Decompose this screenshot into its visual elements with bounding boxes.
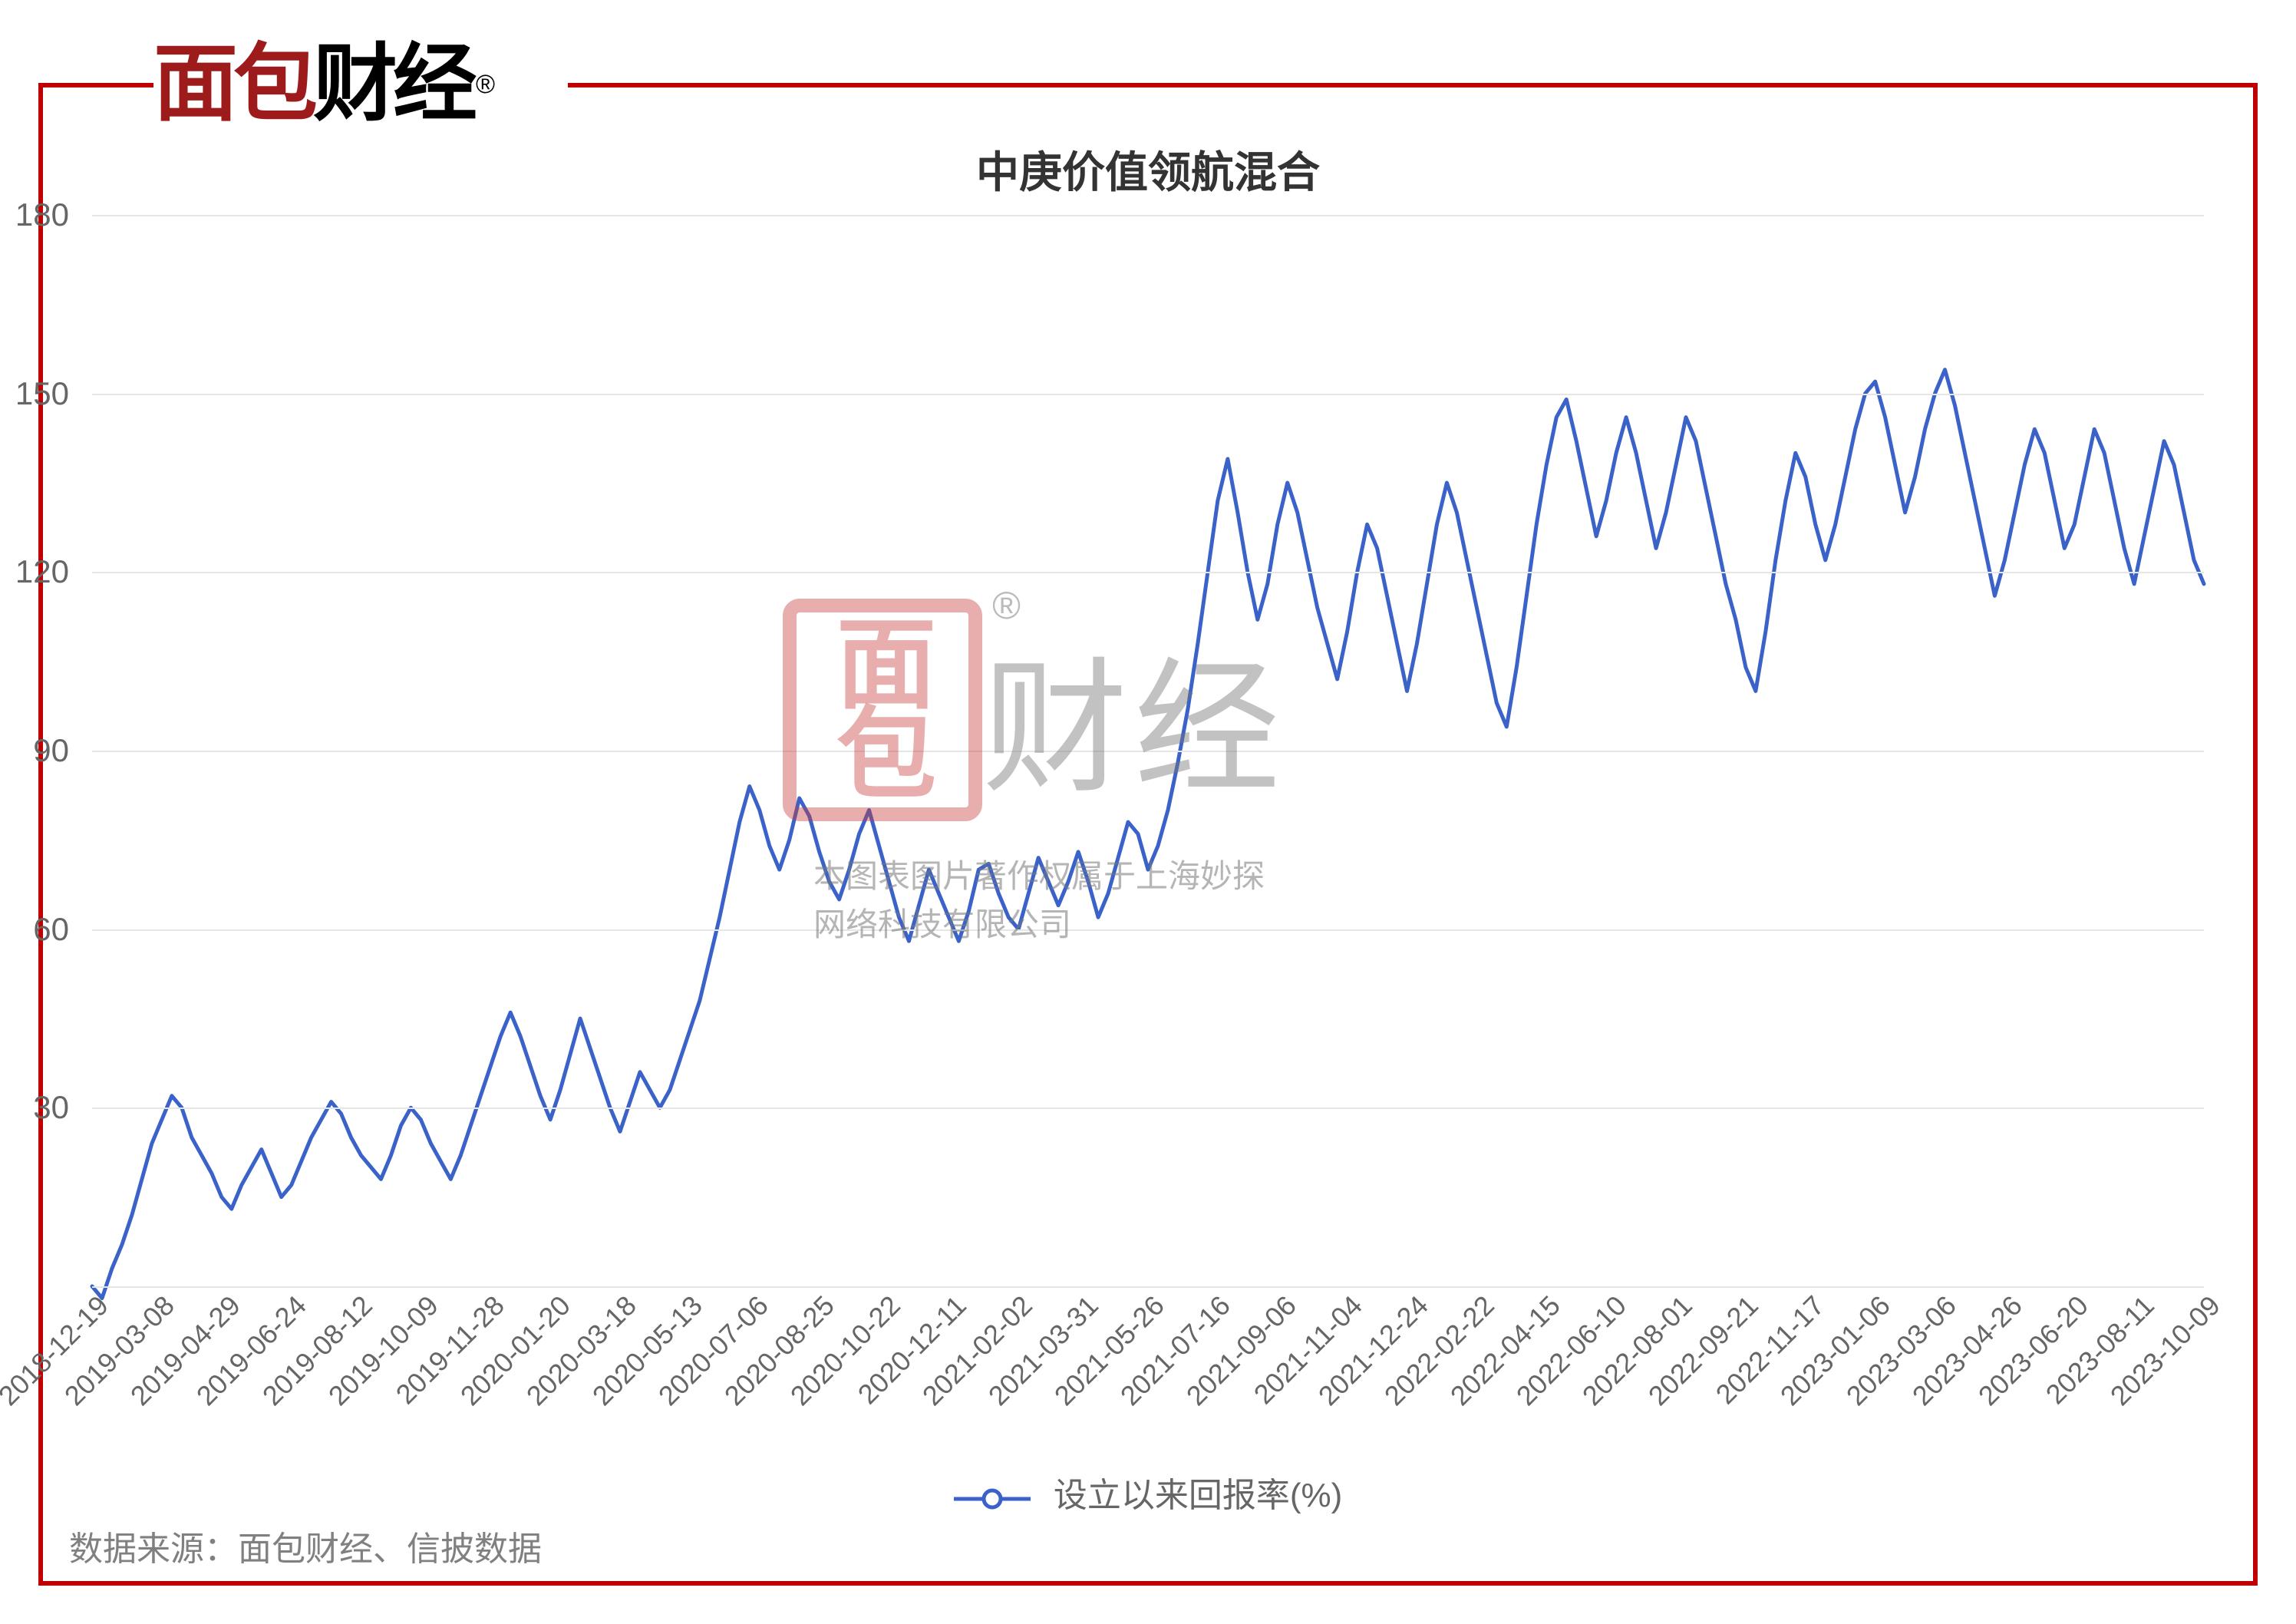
grid-line	[92, 1107, 2204, 1109]
logo-red-text: 面包	[153, 42, 313, 127]
grid-line	[92, 751, 2204, 752]
chart-legend: 设立以来回报率(%)	[0, 1467, 2296, 1517]
y-tick-label: 150	[15, 375, 69, 412]
chart-title: 中庚价值领航混合	[0, 138, 2296, 200]
series-line	[92, 370, 2204, 1299]
data-source-label: 数据来源：面包财经、信披数据	[69, 1521, 542, 1570]
y-tick-label: 60	[33, 911, 69, 948]
grid-line	[92, 929, 2204, 931]
legend-label: 设立以来回报率(%)	[1054, 1477, 1342, 1514]
grid-line	[92, 215, 2204, 216]
logo-black-text: 财经	[313, 42, 473, 127]
grid-line	[92, 572, 2204, 573]
legend-marker-icon	[954, 1478, 1031, 1517]
y-tick-label: 120	[15, 553, 69, 590]
brand-logo: 面包财经®	[153, 31, 568, 138]
grid-line	[92, 1286, 2204, 1288]
plot-area: 306090120150180	[92, 215, 2204, 1286]
registered-icon: ®	[476, 70, 495, 100]
y-tick-label: 90	[33, 732, 69, 769]
y-tick-label: 180	[15, 196, 69, 233]
page-root: 面包财经® 中庚价值领航混合 306090120150180 面 包 ® 财经 …	[0, 0, 2296, 1624]
y-tick-label: 30	[33, 1089, 69, 1126]
x-axis-labels: 2018-12-192019-03-082019-04-292019-06-24…	[92, 1289, 2204, 1489]
grid-line	[92, 394, 2204, 395]
